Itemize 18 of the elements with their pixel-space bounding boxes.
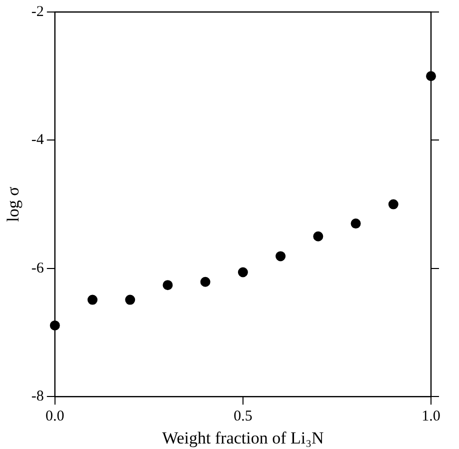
y-tick-label: -4	[31, 132, 44, 148]
y-axis-title: log σ	[4, 186, 23, 222]
x-tick-label: 0.0	[46, 408, 64, 425]
point	[200, 276, 210, 287]
y-tick-label: -2	[31, 4, 44, 20]
y-tick-label: -6	[31, 260, 44, 276]
point	[313, 231, 324, 242]
y-tick-label: -8	[31, 388, 44, 405]
point	[125, 294, 136, 305]
x-tick-label: 1.0	[422, 408, 440, 425]
point	[350, 218, 361, 229]
point	[88, 294, 98, 305]
point	[238, 267, 248, 278]
point	[388, 199, 398, 210]
x-axis-title: Weight fraction of Li₃N	[162, 428, 324, 448]
point	[162, 280, 173, 290]
x-tick-label: 0.5	[234, 408, 252, 425]
point	[276, 251, 286, 262]
